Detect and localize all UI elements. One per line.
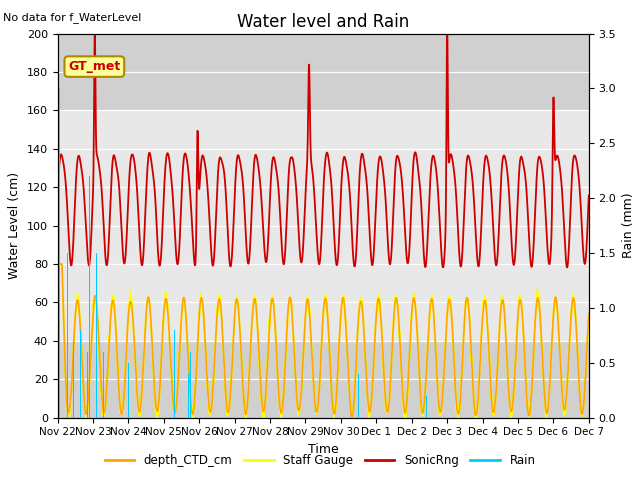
Staff Gauge bbox=[562, 400, 570, 406]
Title: Water level and Rain: Water level and Rain bbox=[237, 12, 410, 31]
Y-axis label: Rain (mm): Rain (mm) bbox=[622, 193, 635, 258]
Staff Gauge bbox=[54, 280, 61, 286]
depth_CTD_cm bbox=[153, 408, 161, 413]
SonicRng bbox=[383, 230, 391, 236]
SonicRng bbox=[54, 193, 61, 199]
SonicRng bbox=[444, 25, 451, 31]
depth_CTD_cm bbox=[481, 298, 489, 303]
Bar bbox=[58, 34, 589, 110]
SonicRng bbox=[562, 254, 570, 260]
Y-axis label: Water Level (cm): Water Level (cm) bbox=[8, 172, 21, 279]
Staff Gauge bbox=[384, 409, 392, 415]
SonicRng bbox=[328, 192, 336, 197]
Line: SonicRng: SonicRng bbox=[58, 28, 589, 267]
depth_CTD_cm bbox=[384, 408, 392, 414]
Staff Gauge bbox=[481, 298, 489, 304]
depth_CTD_cm bbox=[54, 261, 62, 267]
SonicRng bbox=[585, 192, 593, 198]
Staff Gauge bbox=[329, 401, 337, 407]
depth_CTD_cm bbox=[199, 301, 207, 307]
depth_CTD_cm bbox=[562, 399, 570, 405]
depth_CTD_cm bbox=[54, 277, 61, 283]
depth_CTD_cm bbox=[348, 414, 356, 420]
Bar bbox=[58, 341, 589, 418]
Staff Gauge bbox=[585, 313, 593, 319]
SonicRng bbox=[481, 158, 488, 164]
Staff Gauge bbox=[199, 307, 207, 312]
depth_CTD_cm bbox=[328, 399, 336, 405]
depth_CTD_cm bbox=[585, 311, 593, 316]
Staff Gauge bbox=[153, 412, 161, 418]
Line: depth_CTD_cm: depth_CTD_cm bbox=[58, 264, 589, 417]
Text: No data for f_WaterLevel: No data for f_WaterLevel bbox=[3, 12, 141, 23]
Line: Staff Gauge: Staff Gauge bbox=[58, 264, 589, 418]
SonicRng bbox=[198, 153, 206, 158]
SonicRng bbox=[563, 264, 571, 270]
Legend: depth_CTD_cm, Staff Gauge, SonicRng, Rain: depth_CTD_cm, Staff Gauge, SonicRng, Rai… bbox=[100, 449, 540, 472]
Staff Gauge bbox=[54, 261, 62, 267]
X-axis label: Time: Time bbox=[308, 443, 339, 456]
Text: GT_met: GT_met bbox=[68, 60, 120, 73]
Staff Gauge bbox=[83, 415, 91, 420]
SonicRng bbox=[152, 218, 160, 224]
